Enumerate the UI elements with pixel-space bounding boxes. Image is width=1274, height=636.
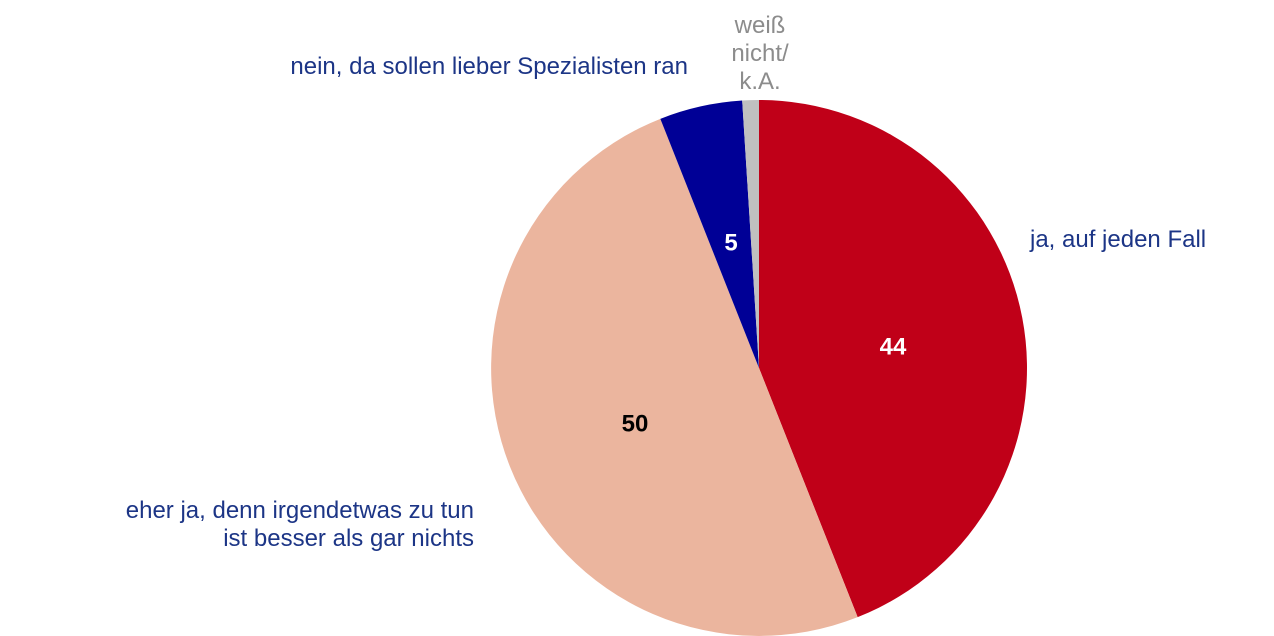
- category-label: eher ja, denn irgendetwas zu tun ist bes…: [125, 497, 474, 552]
- pie-slice: [491, 118, 858, 636]
- pie-slice: [759, 100, 1027, 618]
- category-label: ja, auf jeden Fall: [1030, 226, 1207, 253]
- data-label: 44: [880, 333, 907, 360]
- data-label: 5: [724, 229, 737, 256]
- data-label: 50: [622, 410, 649, 437]
- pie-slice: [660, 100, 759, 368]
- category-label: weiß nicht/ k.A.: [731, 12, 789, 95]
- pie-slice: [742, 100, 759, 368]
- category-label: nein, da sollen lieber Spezialisten ran: [290, 53, 688, 80]
